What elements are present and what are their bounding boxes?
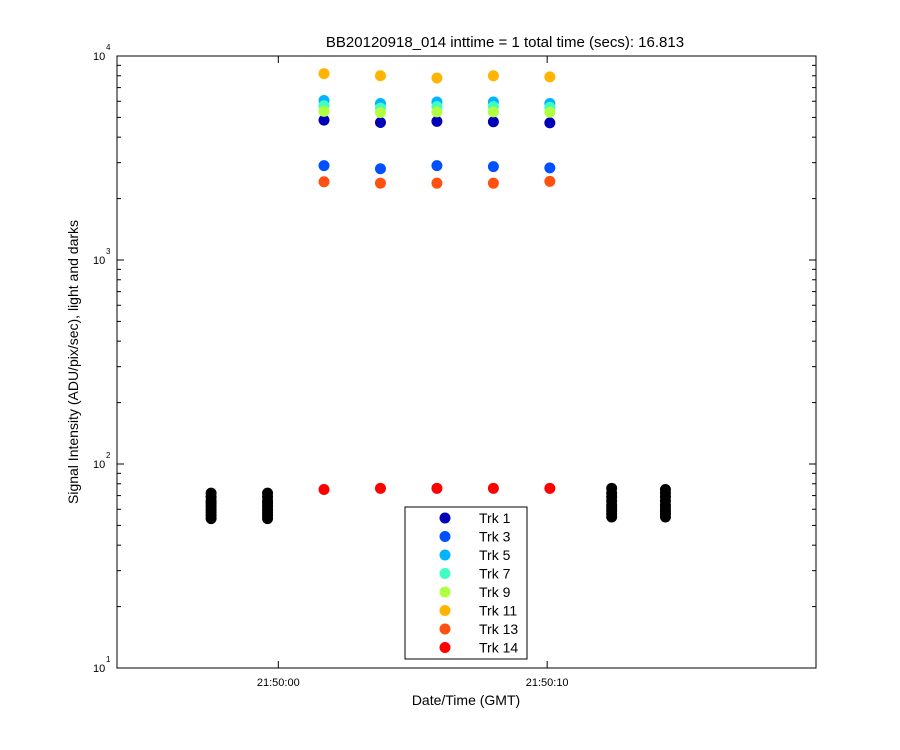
dark-point (205, 487, 217, 499)
dark-point (659, 483, 671, 495)
y-tick-label-exponent: 3 (106, 247, 111, 256)
point-trk-14 (374, 482, 386, 494)
x-tick-label: 21:50:10 (526, 677, 569, 689)
x-axis-label: Date/Time (GMT) (412, 692, 520, 708)
legend-label-trk-14: Trk 14 (479, 640, 518, 656)
y-axis-label: Signal Intensity (ADU/pix/sec), light an… (65, 220, 81, 504)
point-trk-11 (544, 71, 556, 83)
point-trk-3 (487, 161, 499, 173)
point-trk-14 (431, 482, 443, 494)
x-tick-label: 21:50:00 (257, 677, 300, 689)
legend-marker-trk-3 (439, 531, 451, 542)
point-trk-13 (318, 176, 330, 188)
point-trk-13 (374, 177, 386, 189)
point-trk-1 (544, 117, 556, 129)
legend-marker-trk-13 (439, 623, 451, 635)
y-tick-label-base: 10 (93, 51, 105, 63)
point-trk-11 (487, 70, 499, 82)
data-points (205, 68, 671, 525)
y-tick-label-base: 10 (93, 459, 105, 471)
point-trk-13 (487, 177, 499, 189)
legend-label-trk-9: Trk 9 (479, 584, 511, 600)
point-trk-3 (318, 160, 330, 172)
legend-marker-trk-11 (439, 605, 451, 616)
y-tick-label-base: 10 (93, 255, 105, 267)
point-trk-3 (374, 163, 386, 175)
legend-label-trk-3: Trk 3 (479, 529, 511, 545)
point-trk-9 (431, 106, 443, 118)
point-trk-9 (544, 106, 556, 118)
point-trk-13 (544, 175, 556, 187)
point-trk-11 (318, 68, 330, 80)
point-trk-14 (318, 483, 330, 495)
legend-marker-trk-9 (439, 586, 451, 598)
point-trk-14 (544, 482, 556, 494)
y-tick-label-exponent: 1 (106, 655, 111, 664)
point-trk-11 (374, 70, 386, 82)
dark-point (262, 487, 274, 499)
legend: Trk 1 Trk 3 Trk 5 Trk 7 Trk 9 Trk 11 Trk 13 Trk… (404, 506, 528, 660)
legend-marker-trk-5 (439, 549, 451, 561)
point-trk-1 (318, 114, 330, 126)
legend-label-trk-5: Trk 5 (479, 547, 511, 563)
y-tick-label-base: 10 (93, 663, 105, 675)
legend-label-trk-1: Trk 1 (479, 510, 511, 526)
legend-label-trk-13: Trk 13 (479, 621, 518, 637)
legend-label-trk-7: Trk 7 (479, 566, 511, 582)
point-trk-11 (431, 72, 443, 84)
y-tick-label-exponent: 2 (106, 451, 111, 460)
point-trk-9 (487, 106, 499, 118)
legend-marker-trk-14 (439, 642, 451, 653)
legend-marker-trk-1 (439, 512, 451, 524)
legend-label-trk-11: Trk 11 (479, 603, 517, 619)
legend-box (404, 506, 528, 660)
point-trk-9 (374, 107, 386, 119)
point-trk-1 (374, 117, 386, 129)
point-trk-14 (487, 482, 499, 494)
point-trk-3 (431, 160, 443, 172)
chart-title: BB20120918_014 inttime = 1 total time (s… (326, 34, 684, 51)
point-trk-13 (431, 177, 443, 189)
dark-point (606, 482, 618, 494)
point-trk-9 (318, 105, 330, 117)
y-tick-label-exponent: 4 (106, 43, 111, 52)
point-trk-3 (544, 162, 556, 174)
point-trk-1 (487, 116, 499, 128)
point-trk-1 (431, 115, 443, 127)
legend-marker-trk-7 (439, 568, 451, 579)
